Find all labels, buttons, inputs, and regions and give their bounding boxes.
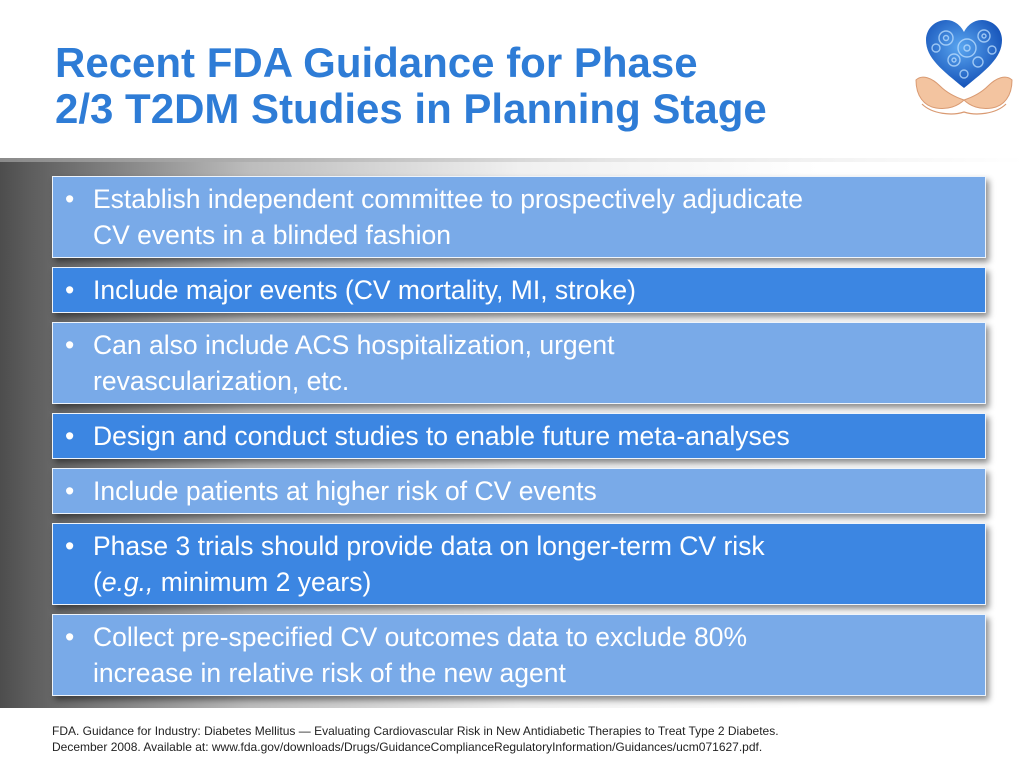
- bullet-text-rest: minimum 2 years): [153, 567, 372, 597]
- bullet-text-continued: (e.g., minimum 2 years): [65, 564, 971, 600]
- bullet-box: • Establish independent committee to pros…: [52, 176, 986, 258]
- italic-eg: e.g.,: [101, 567, 154, 597]
- bullet-box: • Phase 3 trials should provide data on l…: [52, 523, 986, 605]
- bullet-text: Include patients at higher risk of CV ev…: [93, 476, 597, 506]
- bullet-text-continued: increase in relative risk of the new age…: [93, 658, 566, 688]
- bullet-box: • Include patients at higher risk of CV e…: [52, 468, 986, 514]
- bullet-box: • Collect pre-specified CV outcomes data …: [52, 614, 986, 696]
- slide-title-line-1: Recent FDA Guidance for Phase: [55, 39, 698, 86]
- bullet-box: • Include major events (CV mortality, MI,…: [52, 267, 986, 313]
- divider-bar: [0, 158, 1024, 162]
- bullet-icon: •: [65, 622, 75, 652]
- bullet-text: Design and conduct studies to enable fut…: [93, 421, 790, 451]
- bullet-icon: •: [65, 184, 75, 214]
- bullet-icon: •: [65, 531, 75, 561]
- bullet-text: Include major events (CV mortality, MI, …: [93, 275, 636, 305]
- bullet-box: • Can also include ACS hospitalization, u…: [52, 322, 986, 404]
- bullet-text: Can also include ACS hospitalization, ur…: [93, 330, 615, 360]
- bullet-icon: •: [65, 421, 75, 451]
- slide-title-line-2: 2/3 T2DM Studies in Planning Stage: [55, 85, 767, 132]
- bullet-text: Establish independent committee to prosp…: [93, 184, 804, 214]
- bullet-text-continued: revascularization, etc.: [93, 366, 350, 396]
- heart-in-hands-icon: [912, 8, 1016, 120]
- slide-title: Recent FDA Guidance for Phase 2/3 T2DM S…: [55, 40, 935, 132]
- bullet-list: • Establish independent committee to pros…: [52, 176, 986, 705]
- footnote-line-1: FDA. Guidance for Industry: Diabetes Mel…: [52, 724, 779, 738]
- bullet-icon: •: [65, 476, 75, 506]
- footnote-citation: FDA. Guidance for Industry: Diabetes Mel…: [52, 723, 992, 755]
- bullet-text: Phase 3 trials should provide data on lo…: [93, 531, 765, 561]
- footnote-line-2: December 2008. Available at: www.fda.gov…: [52, 740, 763, 754]
- bullet-text-continued: CV events in a blinded fashion: [93, 220, 451, 250]
- bullet-box: • Design and conduct studies to enable fu…: [52, 413, 986, 459]
- heart-in-hands-graphic: [915, 20, 1013, 115]
- paren-open: (: [93, 567, 102, 597]
- bullet-icon: •: [65, 275, 75, 305]
- bullet-icon: •: [65, 330, 75, 360]
- bullet-text: Collect pre-specified CV outcomes data t…: [93, 622, 748, 652]
